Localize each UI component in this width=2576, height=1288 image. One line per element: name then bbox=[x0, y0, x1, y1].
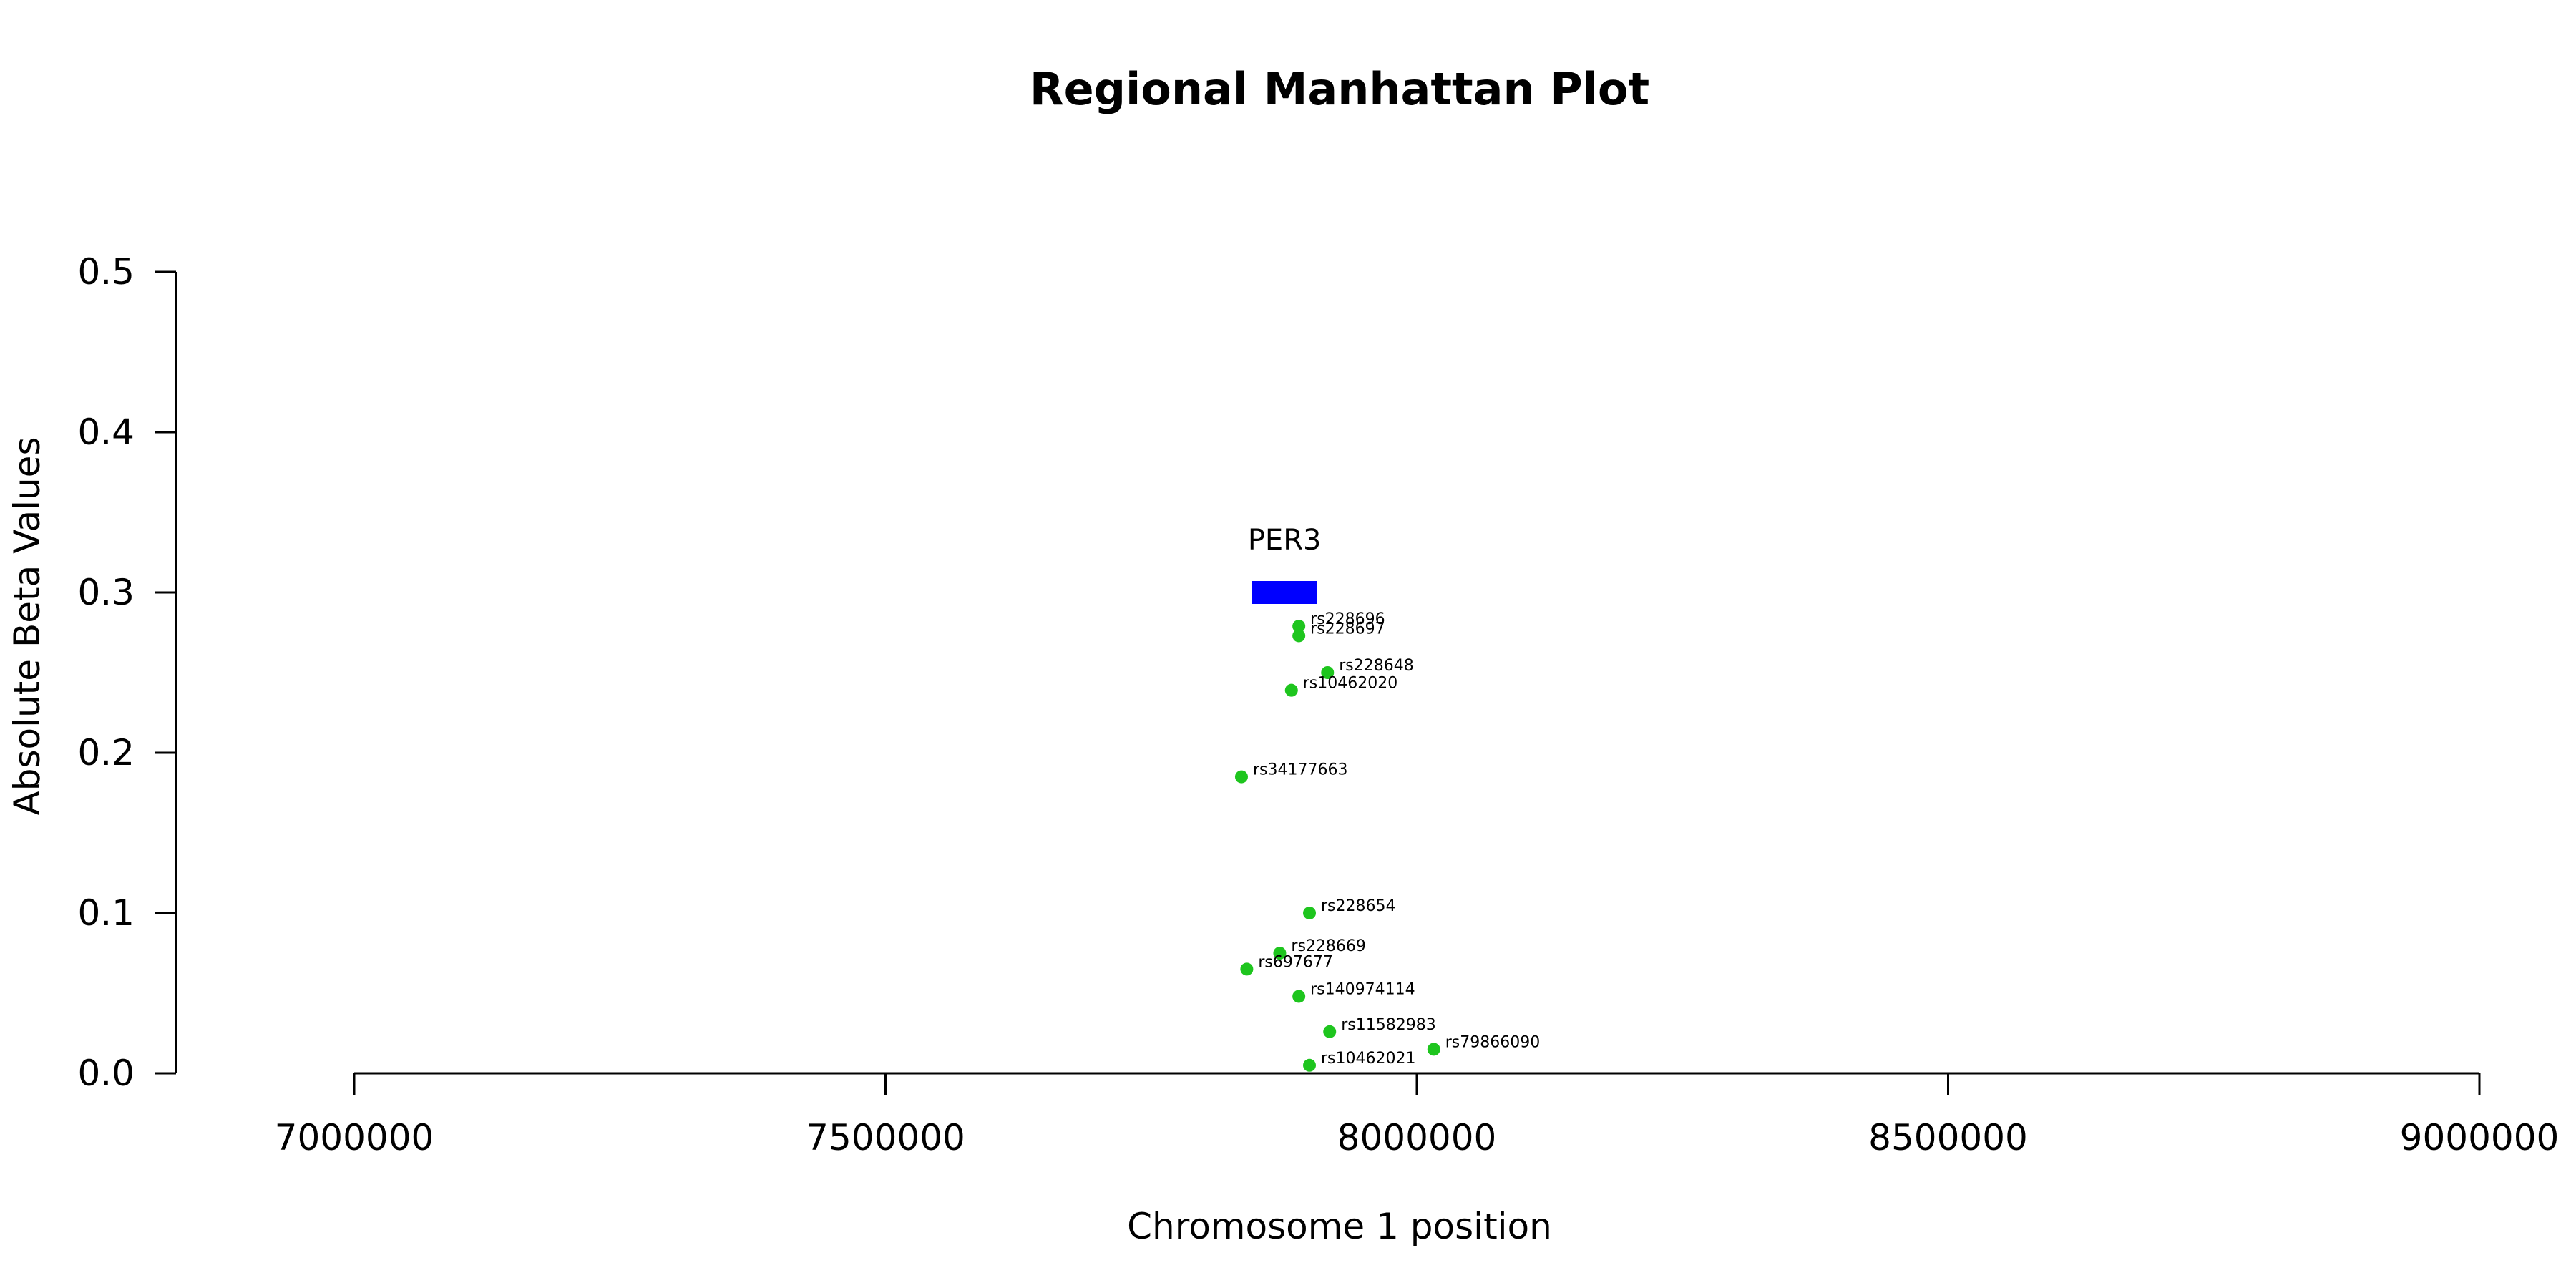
snp-point bbox=[1234, 770, 1248, 784]
snp-point bbox=[1284, 683, 1298, 697]
snp-label: rs228697 bbox=[1310, 620, 1385, 638]
x-tick-label: 9000000 bbox=[2400, 1117, 2560, 1158]
x-tick-label: 7500000 bbox=[806, 1117, 965, 1158]
snp-label: rs140974114 bbox=[1310, 980, 1415, 998]
gene-bar bbox=[1252, 581, 1317, 604]
snp-point bbox=[1240, 962, 1254, 976]
snp-label: rs34177663 bbox=[1253, 761, 1347, 779]
snp-point bbox=[1292, 990, 1306, 1003]
snp-point bbox=[1303, 907, 1317, 919]
snp-label: rs10462021 bbox=[1321, 1050, 1415, 1068]
snp-point bbox=[1303, 1058, 1317, 1072]
x-ticks: 7000000 7500000 8000000 8500000 9000000 bbox=[275, 1073, 2560, 1158]
snp-points bbox=[1234, 620, 1440, 1072]
x-tick-label: 7000000 bbox=[275, 1117, 434, 1158]
y-axis-label: Absolute Beta Values bbox=[6, 437, 48, 816]
x-tick-label: 8500000 bbox=[1868, 1117, 2028, 1158]
y-axis: 0.0 0.1 0.2 0.3 0.4 0.5 bbox=[77, 251, 177, 1094]
snp-label: rs228696 bbox=[1310, 610, 1385, 628]
y-tick-label: 0.3 bbox=[77, 572, 135, 613]
y-tick-label: 0.5 bbox=[77, 251, 135, 293]
snp-point bbox=[1427, 1043, 1440, 1056]
snp-label: rs10462020 bbox=[1303, 675, 1397, 693]
snp-label: rs697677 bbox=[1258, 953, 1333, 971]
y-tick-label: 0.0 bbox=[77, 1053, 135, 1094]
y-tick-label: 0.4 bbox=[77, 411, 135, 453]
snp-point bbox=[1321, 666, 1335, 679]
snp-label: rs228654 bbox=[1321, 897, 1396, 915]
snp-label: rs79866090 bbox=[1445, 1033, 1540, 1051]
gene-label: PER3 bbox=[1248, 524, 1322, 557]
x-axis-label: Chromosome 1 position bbox=[1127, 1206, 1552, 1247]
y-tick-label: 0.1 bbox=[77, 892, 135, 934]
y-ticks: 0.0 0.1 0.2 0.3 0.4 0.5 bbox=[77, 251, 176, 1094]
snp-label: rs228648 bbox=[1339, 657, 1414, 675]
gene-track: PER3 bbox=[1248, 524, 1322, 604]
x-axis: 7000000 7500000 8000000 8500000 9000000 bbox=[275, 1072, 2560, 1158]
snp-point bbox=[1273, 947, 1287, 960]
snp-point bbox=[1292, 620, 1306, 633]
chart-title: Regional Manhattan Plot bbox=[1030, 63, 1649, 115]
snp-point bbox=[1323, 1025, 1337, 1038]
y-tick-label: 0.2 bbox=[77, 732, 135, 774]
snp-label: rs11582983 bbox=[1341, 1016, 1435, 1034]
snp-label: rs228669 bbox=[1291, 937, 1366, 955]
snp-point bbox=[1292, 629, 1306, 643]
x-tick-label: 8000000 bbox=[1337, 1117, 1497, 1158]
